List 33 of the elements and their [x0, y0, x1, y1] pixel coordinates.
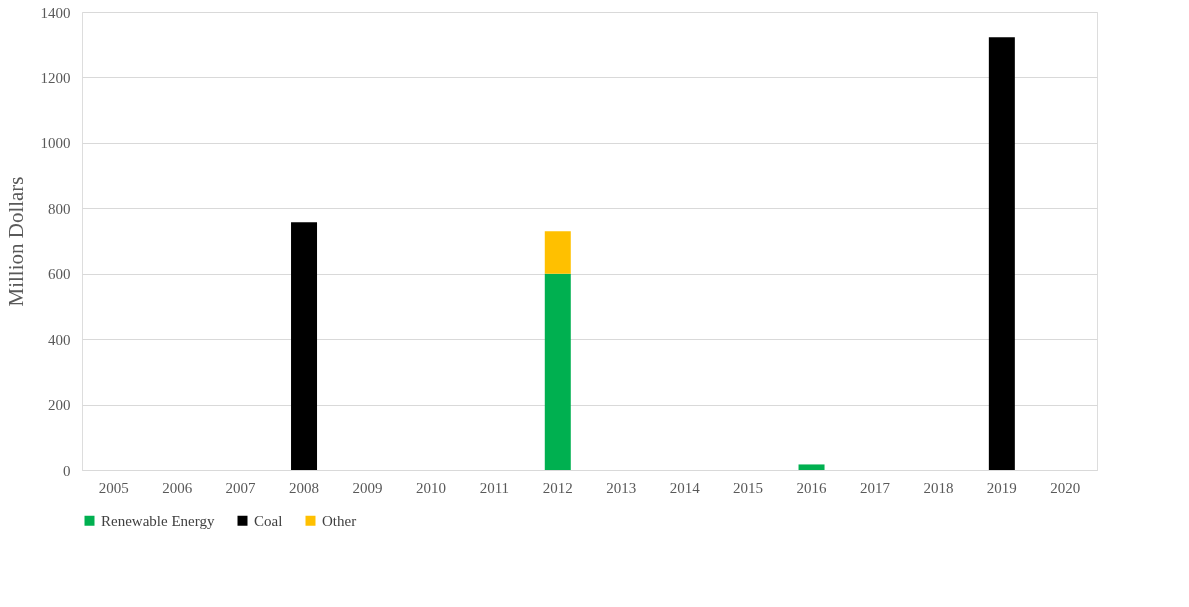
legend-label: Coal: [254, 512, 283, 529]
x-tick-label: 2018: [923, 479, 954, 496]
x-tick-label: 2014: [669, 479, 701, 496]
x-tick-label: 2011: [479, 479, 510, 496]
legend-label: Other: [322, 512, 357, 529]
bar: [544, 231, 571, 274]
x-tick-label: 2006: [162, 479, 193, 496]
y-tick-label: 400: [48, 331, 71, 348]
bar: [544, 273, 571, 470]
x-tick-label: 2017: [859, 479, 891, 496]
y-tick-label: 1000: [40, 135, 71, 152]
x-tick-label: 2009: [352, 479, 383, 496]
y-tick-label: 600: [48, 266, 71, 283]
y-tick-label: 1400: [40, 4, 71, 21]
x-tick-label: 2005: [98, 479, 129, 496]
x-tick-label: 2007: [225, 479, 257, 496]
y-tick-label: 1200: [40, 69, 71, 86]
y-axis-title: Million Dollars: [3, 176, 28, 307]
x-tick-label: 2016: [796, 479, 828, 496]
x-tick-label: 2020: [1050, 479, 1081, 496]
y-tick-label: 200: [48, 397, 71, 414]
bar: [291, 222, 318, 470]
x-tick-label: 2019: [986, 479, 1017, 496]
y-tick-label: 0: [63, 462, 71, 479]
y-tick-label: 800: [48, 200, 71, 217]
x-tick-label: 2012: [542, 479, 573, 496]
bar: [988, 37, 1015, 470]
legend-label: Renewable Energy: [101, 512, 215, 529]
x-tick-label: 2013: [606, 479, 637, 496]
bar: [798, 464, 825, 470]
x-tick-label: 2008: [289, 479, 320, 496]
x-tick-label: 2015: [733, 479, 764, 496]
x-tick-label: 2010: [415, 479, 446, 496]
